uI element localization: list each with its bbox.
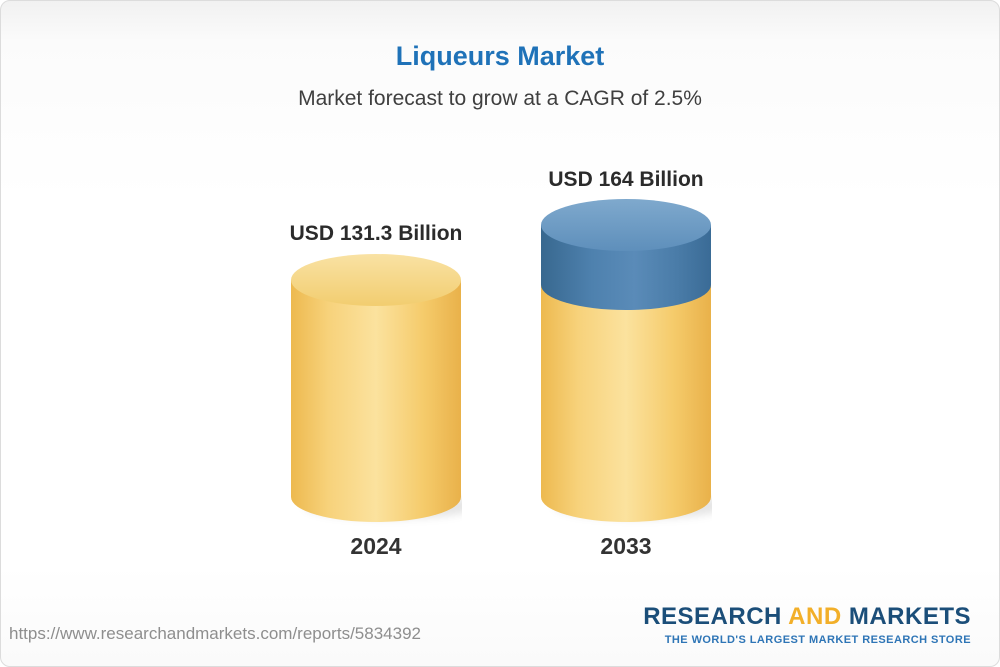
logo-part-and: AND (788, 603, 842, 630)
logo-part-markets: MARKETS (841, 603, 971, 630)
research-and-markets-logo: RESEARCH AND MARKETS THE WORLD'S LARGEST… (643, 603, 971, 646)
category-label-2033: 2033 (600, 533, 652, 559)
bar-2033-cylinder (541, 199, 712, 522)
cylinder-body-gold (291, 280, 461, 522)
logo-wordmark: RESEARCH AND MARKETS (643, 603, 971, 631)
category-label-2024: 2024 (350, 533, 402, 559)
page-title: Liqueurs Market (395, 41, 605, 71)
value-label-2033: USD 164 Billion (548, 168, 704, 191)
page-subtitle: Market forecast to grow at a CAGR of 2.5… (298, 87, 702, 110)
value-label-2024: USD 131.3 Billion (289, 222, 463, 245)
cylinder-body-gold (541, 285, 711, 522)
report-url: https://www.researchandmarkets.com/repor… (9, 624, 421, 643)
bar-2024-cylinder (291, 254, 462, 522)
logo-tagline: THE WORLD'S LARGEST MARKET RESEARCH STOR… (664, 634, 971, 646)
cylinder-top-blue (541, 199, 711, 251)
logo-part-research: RESEARCH (643, 603, 789, 630)
cylinder-top-gold (291, 254, 461, 306)
